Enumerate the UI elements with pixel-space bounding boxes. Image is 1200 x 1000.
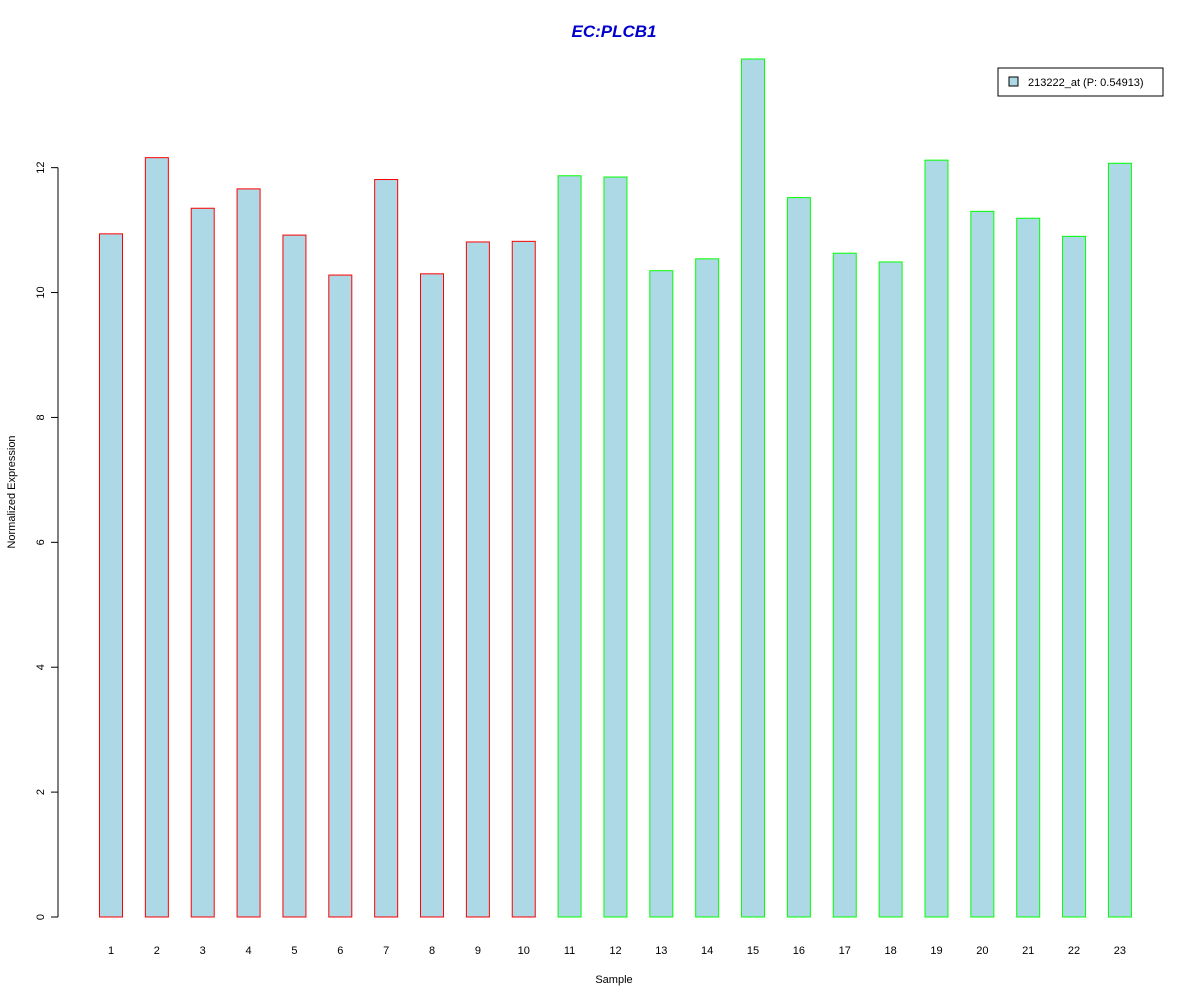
- bar-sample-6: [328, 274, 353, 918]
- bar-sample-10: [511, 240, 536, 918]
- y-tick-label: 6: [35, 539, 47, 545]
- y-tick-label: 12: [35, 162, 47, 174]
- x-tick-label: 14: [701, 945, 713, 957]
- bar-sample-19: [924, 159, 949, 918]
- x-tick-label: 10: [518, 945, 530, 957]
- x-tick-label: 12: [609, 945, 621, 957]
- bar-sample-4: [236, 188, 261, 918]
- x-tick-label: 7: [383, 945, 389, 957]
- bar-sample-23: [1107, 162, 1132, 918]
- y-tick-label: 2: [35, 789, 47, 795]
- x-tick-label: 17: [839, 945, 851, 957]
- x-tick-label: 19: [930, 945, 942, 957]
- x-tick-label: 16: [793, 945, 805, 957]
- bar-sample-11: [557, 175, 582, 918]
- y-axis: 0 2 4 6 8 10 12: [35, 162, 59, 920]
- bar-sample-1: [99, 233, 123, 918]
- x-tick-label: 15: [747, 945, 759, 957]
- bar-sample-21: [1016, 217, 1041, 918]
- x-tick-label: 11: [564, 945, 575, 957]
- bar-sample-7: [374, 179, 399, 918]
- bar-sample-2: [144, 157, 169, 918]
- x-tick-label: 3: [200, 945, 206, 957]
- legend-box: [997, 67, 1164, 97]
- x-tick-label: 13: [655, 945, 667, 957]
- x-tick-label: 4: [246, 945, 252, 957]
- x-tick-label: 22: [1068, 945, 1080, 957]
- bar-sample-12: [603, 176, 628, 918]
- y-tick-label: 4: [35, 664, 47, 670]
- x-tick-label: 18: [884, 945, 896, 957]
- y-axis-label: Normalized Expression: [6, 435, 18, 548]
- bars: [99, 58, 1132, 918]
- x-tick-label: 9: [475, 945, 481, 957]
- x-axis-label: Sample: [595, 974, 632, 986]
- legend-label: 213222_at (P: 0.54913): [1028, 77, 1144, 89]
- bar-sample-20: [970, 210, 995, 918]
- y-tick-label: 8: [35, 414, 47, 420]
- x-tick-label: 2: [154, 945, 160, 957]
- bar-sample-9: [465, 241, 490, 918]
- x-tick-label: 6: [337, 945, 343, 957]
- x-tick-label: 23: [1114, 945, 1126, 957]
- bar-sample-5: [282, 234, 307, 918]
- y-tick-label: 0: [35, 914, 47, 920]
- bar-sample-16: [786, 197, 811, 918]
- legend: 213222_at (P: 0.54913): [997, 67, 1164, 97]
- y-tick-label: 10: [35, 286, 47, 298]
- chart-title: EC:PLCB1: [571, 22, 656, 41]
- bar-sample-8: [420, 273, 445, 918]
- bar-sample-14: [695, 258, 720, 918]
- x-tick-label: 1: [108, 945, 114, 957]
- x-tick-label: 8: [429, 945, 435, 957]
- bar-sample-17: [832, 252, 857, 918]
- x-tick-label: 21: [1022, 945, 1034, 957]
- bar-sample-22: [1062, 235, 1087, 918]
- x-tick-label: 5: [291, 945, 297, 957]
- bar-sample-3: [190, 207, 215, 918]
- x-tick-labels: 1 2 3 4 5 6 7 8 9 10 11 12 13 14 15 16 17 18 19 20 21 22 23: [108, 945, 1126, 957]
- bar-sample-15: [741, 58, 766, 918]
- bar-sample-13: [649, 270, 674, 918]
- x-tick-label: 20: [976, 945, 988, 957]
- legend-swatch: [1008, 76, 1019, 87]
- bar-sample-18: [878, 261, 903, 918]
